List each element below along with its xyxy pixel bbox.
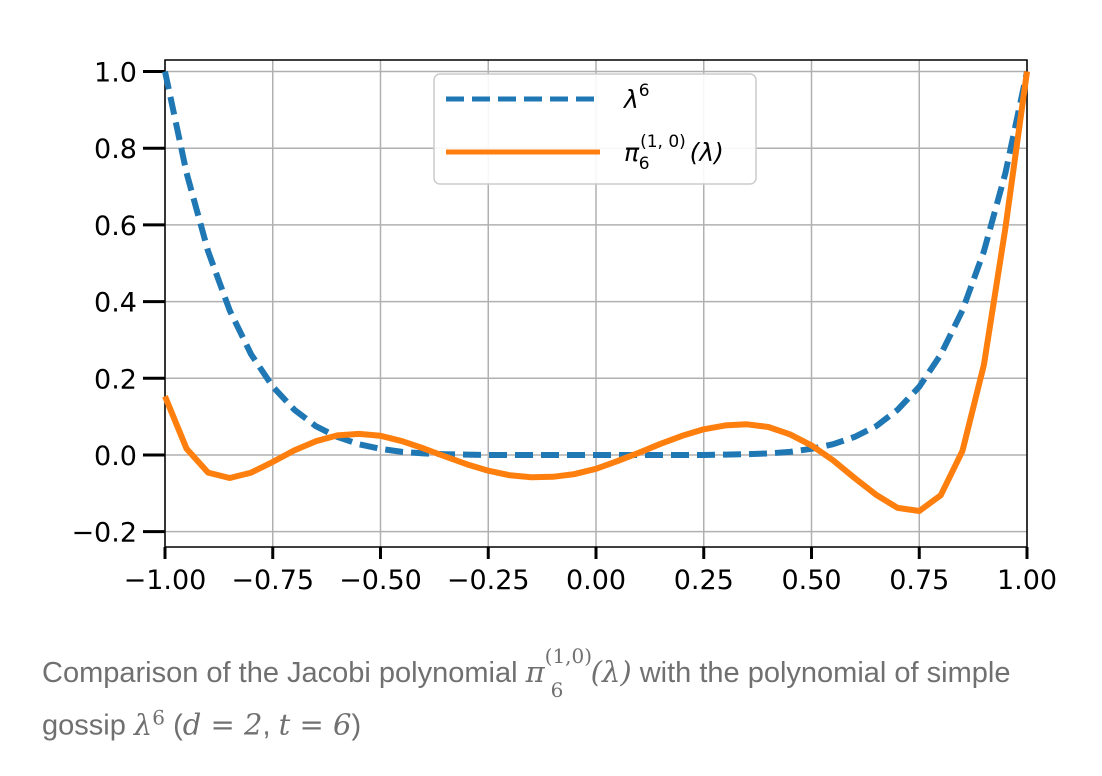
legend-label-series-1: λ6 xyxy=(622,81,650,114)
legend: λ6 π(1, 0) 6 (λ) xyxy=(433,73,757,185)
y-tick-label: 0.2 xyxy=(94,364,137,395)
x-tick-label: 0.50 xyxy=(781,565,841,596)
series-line-2 xyxy=(162,71,1030,514)
x-tick-label: −0.75 xyxy=(231,565,314,596)
x-tick-label: 0.25 xyxy=(674,565,734,596)
x-tick-label: 1.00 xyxy=(997,565,1057,596)
series-layer xyxy=(162,70,1030,514)
x-tick-label: 0.75 xyxy=(889,565,949,596)
caption-d-value: d = 2 xyxy=(182,707,263,742)
caption-text-before: Comparison of the Jacobi polynomial xyxy=(42,657,526,689)
chart: −1.00 −0.75 −0.50 −0.25 0.00 0.25 0.50 0.75 1.00… xyxy=(71,58,1057,596)
x-tick-label: −0.25 xyxy=(447,565,530,596)
y-tick-label: 0.8 xyxy=(94,134,137,165)
caption-paren-close: ) xyxy=(351,709,362,742)
x-tick-label: 0.00 xyxy=(566,565,626,596)
caption-gossip-symbol: λ6 xyxy=(133,705,166,742)
legend-label-series-2: π(1, 0) 6 (λ) xyxy=(624,132,724,174)
y-tick-label: 0.0 xyxy=(94,441,137,472)
caption-t-value: t = 6 xyxy=(278,707,352,742)
y-tick-label: 0.4 xyxy=(94,288,137,319)
x-tick-label: −1.00 xyxy=(124,565,207,596)
figure-caption: Comparison of the Jacobi polynomial π (1,… xyxy=(42,644,1062,748)
legend-box xyxy=(433,73,757,185)
caption-jacobi-symbol: π (1,0) 6 (λ) xyxy=(525,644,632,702)
caption-text-middle: with the polynomial of simple gossip xyxy=(42,657,1011,742)
y-tick-label: 1.0 xyxy=(94,58,137,89)
series-line-1 xyxy=(162,70,1030,458)
y-tick-label: −0.2 xyxy=(71,518,137,549)
caption-paren-open: ( xyxy=(165,709,183,742)
x-tick-label: −0.50 xyxy=(339,565,422,596)
caption-comma: , xyxy=(262,709,279,742)
y-tick-label: 0.6 xyxy=(94,211,137,242)
axes: −1.00 −0.75 −0.50 −0.25 0.00 0.25 0.50 0.75 1.00… xyxy=(71,58,1057,596)
